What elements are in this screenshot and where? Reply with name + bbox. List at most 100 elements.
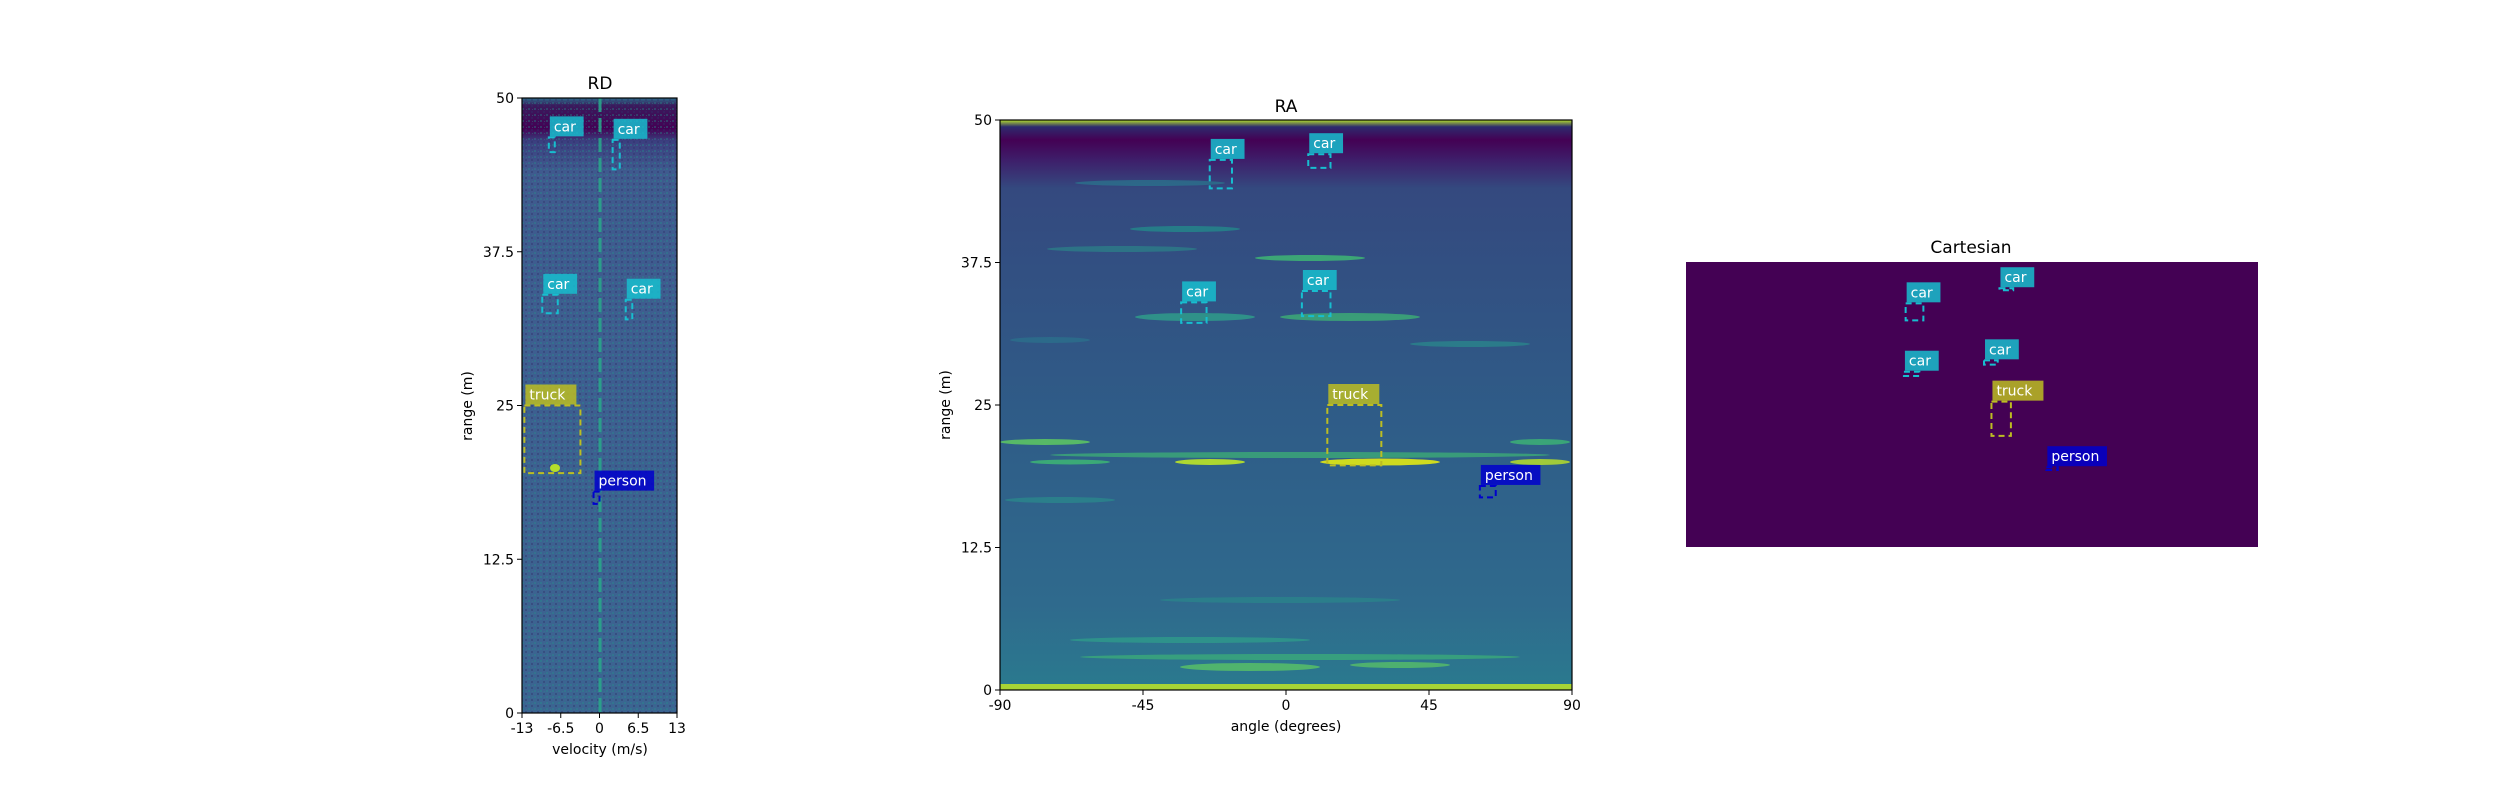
cartesian-detection-tag — [1992, 380, 2044, 401]
cartesian-detection-box — [1904, 302, 1925, 322]
ra-detection-tag — [1309, 133, 1344, 154]
rd-detection-tag — [549, 116, 584, 137]
ra-detection-tag — [1210, 138, 1245, 159]
ra-y-ticks: 0 12.5 25 37.5 50 — [961, 113, 1000, 699]
rd-x-tick-label: 13 — [668, 721, 686, 737]
ra-detection-truck: truck — [1326, 384, 1383, 467]
cartesian-detection-tag — [2047, 446, 2107, 467]
cartesian-detection-label: truck — [1996, 384, 2033, 400]
rd-detection-truck: truck — [523, 384, 582, 475]
ra-detection-box — [1180, 301, 1208, 324]
rd-y-tick-label: 12.5 — [483, 552, 514, 568]
cartesian-detection-car: car — [1983, 339, 2019, 366]
rd-detection-label: car — [618, 122, 640, 138]
rd-detection-person: person — [592, 470, 655, 505]
cartesian-detection-tag — [1904, 350, 1939, 371]
ra-detection-tag — [1328, 384, 1380, 404]
ra-detection-box — [1326, 404, 1383, 467]
ra-x-ticks: -90 -45 0 45 90 — [989, 690, 1581, 714]
ra-x-tick-label: -90 — [989, 698, 1012, 714]
ra-x-tick-label: -45 — [1132, 698, 1155, 714]
cartesian-detection-box — [1990, 400, 2012, 437]
rd-y-tick-label: 50 — [496, 91, 514, 107]
rd-y-tick-label: 25 — [496, 399, 514, 415]
ra-y-tick-label: 12.5 — [961, 541, 992, 557]
rd-detection-car: car — [541, 273, 578, 315]
ra-detection-tag — [1480, 464, 1541, 485]
rd-detection-box — [541, 293, 559, 315]
ra-y-axis-label: range (m) — [938, 370, 954, 440]
ra-detection-box — [1307, 153, 1332, 169]
ra-y-tick-label: 25 — [974, 398, 992, 414]
rd-truck-hotspot — [550, 464, 560, 472]
rd-detection-tag — [543, 273, 578, 294]
cartesian-detection-box — [1983, 359, 1999, 366]
rd-detection-tag — [613, 118, 648, 139]
ra-x-tick-label: 0 — [1282, 698, 1291, 714]
rd-detection-label: car — [554, 119, 576, 135]
rd-detection-tag — [525, 384, 577, 405]
ra-heatmap — [1000, 120, 1572, 690]
ra-detection-car: car — [1300, 270, 1337, 318]
rd-detection-car: car — [624, 278, 661, 321]
ra-detection-label: person — [1485, 468, 1533, 484]
rd-detection-box — [592, 490, 601, 505]
ra-detection-tag — [1302, 270, 1337, 290]
ra-detection-label: truck — [1332, 387, 1369, 403]
rd-panel: RD car car car car truck person -13 -6.5 0 6.5 13… — [460, 74, 686, 758]
ra-x-tick-label: 90 — [1563, 698, 1581, 714]
ra-panel: RA car car car car truck person — [938, 97, 1581, 735]
cartesian-detection-label: car — [1909, 354, 1931, 370]
rd-detection-car: car — [547, 116, 584, 154]
ra-detection-car: car — [1208, 138, 1245, 190]
ra-y-tick-label: 37.5 — [961, 256, 992, 272]
rd-x-axis-label: velocity (m/s) — [552, 742, 648, 758]
cartesian-heatmap — [1686, 262, 2258, 547]
ra-y-tick-label: 50 — [974, 113, 992, 129]
cartesian-detection-tag — [1906, 282, 1941, 303]
cartesian-detection-car: car — [1904, 282, 1941, 322]
rd-detection-box — [611, 138, 621, 171]
ra-detection-label: car — [1215, 142, 1237, 158]
rd-x-tick-label: -13 — [511, 721, 534, 737]
rd-detections: car car car car truck person — [523, 116, 661, 505]
ra-heatmap-streaks — [1000, 180, 1572, 690]
cartesian-title: Cartesian — [1930, 238, 2011, 258]
ra-detection-tag — [1182, 281, 1216, 302]
ra-detection-person: person — [1478, 464, 1541, 499]
ra-detection-box — [1208, 158, 1233, 190]
rd-x-tick-label: -6.5 — [547, 721, 574, 737]
cartesian-detections: car car car car truck person — [1902, 267, 2107, 472]
rd-y-tick-label: 0 — [505, 706, 514, 722]
ra-detections: car car car car truck person — [1180, 133, 1541, 499]
rd-detection-box — [547, 136, 556, 154]
cartesian-detection-tag — [1985, 339, 2019, 360]
cartesian-panel: Cartesian car car car car truck person — [1686, 238, 2258, 547]
cartesian-detection-label: person — [2051, 449, 2099, 465]
cartesian-detection-truck: truck — [1990, 380, 2044, 437]
ra-detection-label: car — [1186, 284, 1208, 300]
ra-x-axis-label: angle (degrees) — [1231, 719, 1342, 735]
cartesian-detection-car: car — [1998, 267, 2035, 292]
ra-detection-car: car — [1307, 133, 1344, 169]
cartesian-detection-label: car — [1911, 285, 1933, 301]
rd-detection-label: car — [547, 277, 569, 293]
ra-detection-box — [1478, 484, 1497, 499]
rd-x-tick-label: 0 — [595, 721, 604, 737]
cartesian-detection-box — [2045, 466, 2059, 472]
ra-detection-label: car — [1313, 136, 1335, 152]
rd-title: RD — [588, 74, 613, 94]
ra-detection-car: car — [1180, 281, 1216, 324]
ra-detection-box — [1300, 290, 1332, 318]
ra-detection-label: car — [1307, 273, 1329, 289]
rd-x-ticks: -13 -6.5 0 6.5 13 — [511, 713, 686, 737]
rd-detection-tag — [626, 278, 661, 299]
rd-detection-label: person — [599, 474, 647, 490]
rd-detection-car: car — [611, 118, 648, 171]
rd-y-axis-label: range (m) — [460, 371, 476, 441]
cartesian-detection-box — [1998, 287, 2015, 292]
cartesian-detection-tag — [2000, 267, 2035, 288]
rd-detection-label: truck — [529, 388, 566, 404]
rd-x-tick-label: 6.5 — [627, 721, 649, 737]
